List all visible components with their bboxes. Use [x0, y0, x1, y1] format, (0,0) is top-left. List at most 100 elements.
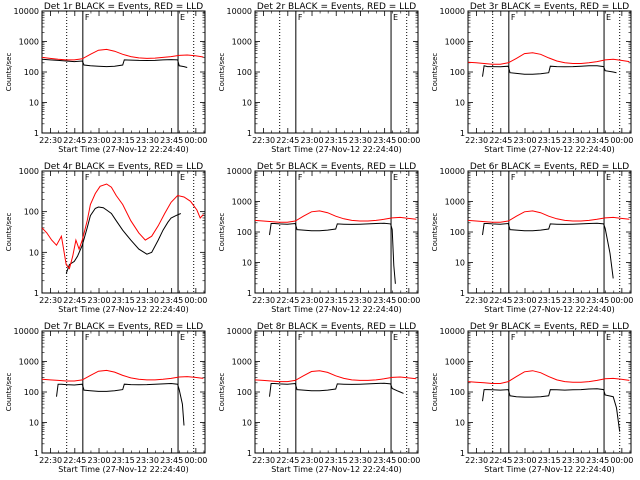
x-tick-label: 23:15: [325, 456, 348, 465]
y-tick-label: 1000: [19, 38, 39, 47]
y-tick-label: 10000: [440, 327, 465, 336]
x-tick-label: 23:30: [136, 456, 159, 465]
y-tick-label: 1000: [232, 38, 252, 47]
panel-det-3: Det 3r BLACK = Events, RED = LLD 1 10 100 10…: [431, 2, 633, 154]
series-events-line: [56, 382, 185, 426]
series-lld-line: [467, 370, 630, 384]
series-events-line: [482, 388, 621, 432]
y-tick-label: 10: [29, 248, 39, 257]
y-tick-label: 1000: [445, 358, 465, 367]
y-tick-label: 1: [34, 449, 39, 458]
x-tick-label: 23:15: [538, 456, 561, 465]
series-lld-line: [254, 210, 417, 223]
series-lld-line: [41, 183, 204, 270]
y-axis-title: Counts/sec: [218, 213, 226, 252]
x-tick-label: 23:45: [160, 456, 183, 465]
series-events-line: [482, 65, 617, 77]
x-axis-title: Start Time (27-Nov-12 22:24:40): [271, 465, 401, 474]
y-tick-label: 10: [29, 419, 39, 428]
x-tick-label: 23:30: [136, 296, 159, 305]
y-tick-label: 10: [455, 259, 465, 268]
series-lld-line: [467, 210, 630, 223]
y-tick-label: 10000: [440, 167, 465, 176]
x-tick-label: 00:00: [184, 136, 207, 145]
x-tick-label: 23:45: [586, 136, 609, 145]
x-tick-label: 22:30: [465, 296, 488, 305]
y-axis-title: Counts/sec: [431, 373, 439, 412]
panel-det-6: Det 6r BLACK = Events, RED = LLD 1 10 100 10…: [431, 162, 633, 314]
x-tick-label: 23:00: [300, 136, 323, 145]
y-axis-title: Counts/sec: [218, 53, 226, 92]
y-tick-label: 1000: [19, 358, 39, 367]
panel-title: Det 6r BLACK = Events, RED = LLD: [470, 162, 629, 172]
y-tick-label: 10: [242, 259, 252, 268]
x-tick-label: 23:00: [87, 296, 110, 305]
x-tick-label: 00:00: [397, 296, 420, 305]
y-tick-label: 10: [242, 419, 252, 428]
x-tick-label: 22:45: [276, 296, 299, 305]
series-lld-line: [467, 52, 630, 65]
y-axis-title: Counts/sec: [218, 373, 226, 412]
x-axis-title: Start Time (27-Nov-12 22:24:40): [271, 305, 401, 314]
x-tick-label: 00:00: [610, 136, 633, 145]
x-tick-label: 00:00: [610, 456, 633, 465]
x-tick-label: 00:00: [184, 456, 207, 465]
event-marker-label: F: [85, 13, 90, 22]
x-tick-label: 22:45: [276, 456, 299, 465]
panel-title: Det 1r BLACK = Events, RED = LLD: [44, 2, 203, 12]
event-marker-label: E: [606, 333, 611, 342]
event-marker-label: E: [606, 13, 611, 22]
series-events-line: [269, 382, 404, 397]
x-tick-label: 23:15: [325, 136, 348, 145]
event-marker-label: F: [511, 333, 516, 342]
event-marker-label: E: [393, 13, 398, 22]
y-tick-label: 1: [34, 129, 39, 138]
y-tick-label: 100: [450, 388, 465, 397]
event-marker-label: E: [180, 173, 185, 182]
y-tick-label: 1000: [19, 167, 39, 176]
y-tick-label: 1000: [232, 358, 252, 367]
y-tick-label: 100: [24, 388, 39, 397]
x-tick-label: 22:30: [39, 136, 62, 145]
x-tick-label: 22:45: [63, 296, 86, 305]
x-axis-title: Start Time (27-Nov-12 22:24:40): [271, 145, 401, 154]
x-tick-label: 00:00: [397, 456, 420, 465]
panel-title: Det 4r BLACK = Events, RED = LLD: [44, 162, 203, 172]
x-tick-label: 22:45: [489, 456, 512, 465]
x-tick-label: 23:45: [586, 296, 609, 305]
event-marker-label: E: [180, 13, 185, 22]
panel-det-2: Det 2r BLACK = Events, RED = LLD 1 10 100 10…: [218, 2, 420, 154]
x-tick-label: 22:30: [252, 456, 275, 465]
y-tick-label: 1000: [445, 38, 465, 47]
panel-title: Det 8r BLACK = Events, RED = LLD: [257, 322, 416, 332]
event-marker-label: F: [298, 173, 303, 182]
x-axis-title: Start Time (27-Nov-12 22:24:40): [484, 305, 614, 314]
y-axis-title: Counts/sec: [5, 53, 13, 92]
x-tick-label: 23:30: [562, 296, 585, 305]
y-axis-title: Counts/sec: [431, 213, 439, 252]
x-tick-label: 23:15: [325, 296, 348, 305]
event-marker-label: F: [85, 333, 90, 342]
panel-det-8: Det 8r BLACK = Events, RED = LLD 1 10 100 10…: [218, 322, 420, 474]
x-tick-label: 22:30: [465, 136, 488, 145]
x-tick-label: 22:45: [489, 296, 512, 305]
x-tick-label: 23:00: [513, 136, 536, 145]
y-tick-label: 100: [24, 208, 39, 217]
x-axis-title: Start Time (27-Nov-12 22:24:40): [58, 465, 188, 474]
series-lld-line: [254, 370, 417, 383]
y-tick-label: 1: [247, 289, 252, 298]
x-tick-label: 22:30: [465, 456, 488, 465]
x-tick-label: 22:45: [276, 136, 299, 145]
panel-title: Det 3r BLACK = Events, RED = LLD: [470, 2, 629, 12]
x-tick-label: 23:30: [562, 456, 585, 465]
event-marker-label: E: [606, 173, 611, 182]
y-tick-label: 1: [247, 449, 252, 458]
y-tick-label: 1: [247, 129, 252, 138]
series-events-line: [269, 222, 396, 284]
event-marker-label: F: [298, 333, 303, 342]
panel-det-7: Det 7r BLACK = Events, RED = LLD 1 10 100 10…: [5, 322, 207, 474]
y-tick-label: 10000: [14, 7, 39, 16]
x-tick-label: 22:45: [489, 136, 512, 145]
y-axis-title: Counts/sec: [5, 373, 13, 412]
